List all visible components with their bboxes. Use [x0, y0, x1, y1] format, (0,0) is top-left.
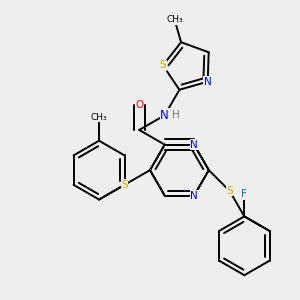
- Text: N: N: [160, 109, 169, 122]
- Text: S: S: [226, 186, 233, 196]
- Text: N: N: [190, 140, 198, 150]
- Text: F: F: [242, 189, 247, 199]
- Text: N: N: [190, 190, 198, 201]
- Text: H: H: [172, 110, 179, 120]
- Text: CH₃: CH₃: [166, 15, 183, 24]
- Text: S: S: [160, 60, 166, 70]
- Text: N: N: [204, 77, 212, 87]
- Text: O: O: [135, 100, 143, 110]
- Text: CH₃: CH₃: [91, 113, 107, 122]
- Text: S: S: [121, 180, 128, 190]
